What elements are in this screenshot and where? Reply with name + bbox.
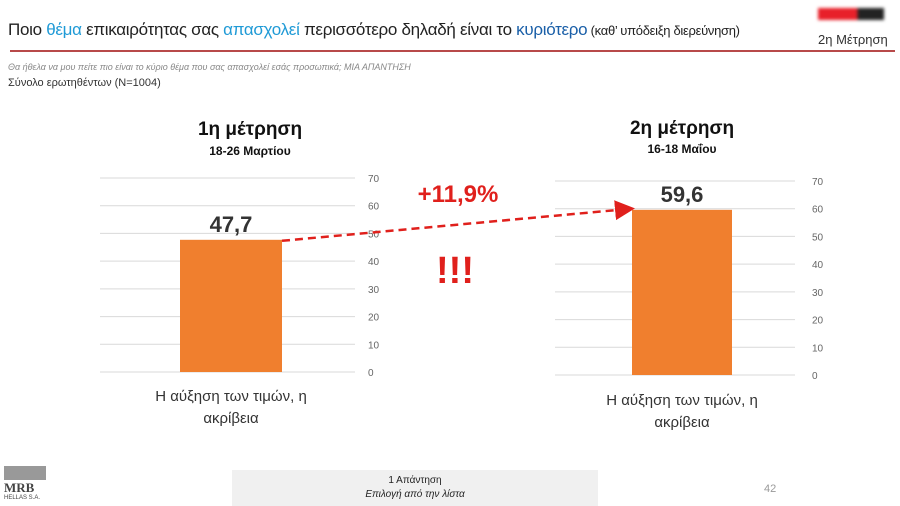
y-tick-label: 0 (812, 371, 818, 382)
y-tick-label: 10 (368, 340, 380, 351)
value-label: 59,6 (661, 182, 704, 207)
title-divider (10, 50, 895, 52)
y-tick-label: 50 (368, 229, 380, 240)
brand-logo (818, 8, 884, 20)
y-tick-label: 60 (812, 205, 824, 216)
y-tick-label: 10 (812, 343, 824, 354)
change-arrow (281, 200, 635, 243)
y-tick-label: 70 (368, 174, 380, 185)
answer-count: 1 Απάντηση (388, 475, 442, 486)
wave-label: 2η Μέτρηση (818, 32, 888, 47)
exclamation-marks: !!! (436, 250, 474, 292)
y-tick-label: 20 (812, 316, 824, 327)
question-text: Θα ήθελα να μου πείτε πιο είναι το κύριο… (8, 62, 411, 72)
y-tick-label: 40 (368, 257, 380, 268)
y-tick-label: 40 (812, 260, 824, 271)
slide-title: Ποιο θέμα επικαιρότητας σας απασχολεί πε… (8, 20, 740, 39)
y-tick-label: 70 (812, 177, 824, 188)
answer-type-box: 1 Απάντηση Επιλογή από την λίστα (232, 470, 598, 506)
y-tick-label: 30 (812, 288, 824, 299)
category-label: ακρίβεια (654, 414, 710, 431)
y-tick-label: 60 (368, 202, 380, 213)
bar (180, 239, 282, 372)
change-label: +11,9% (418, 181, 499, 208)
category-label: Η αύξηση των τιμών, η (155, 388, 307, 405)
bar (632, 209, 732, 375)
value-label: 47,7 (210, 212, 253, 237)
panel-title: 2η μέτρηση (630, 118, 734, 139)
base-text: Σύνολο ερωτηθέντων (N=1004) (8, 77, 161, 89)
y-tick-label: 20 (368, 313, 380, 324)
category-label: ακρίβεια (203, 410, 259, 427)
answer-method: Επιλογή από την λίστα (365, 489, 465, 500)
panel-subtitle: 18-26 Μαρτίου (209, 144, 291, 158)
y-tick-label: 0 (368, 368, 374, 379)
panel-title: 1η μέτρηση (198, 119, 302, 140)
page-number: 42 (764, 483, 777, 495)
y-tick-label: 30 (368, 285, 380, 296)
y-tick-label: 50 (812, 232, 824, 243)
panel-subtitle: 16-18 Μαΐου (647, 142, 716, 156)
category-label: Η αύξηση των τιμών, η (606, 392, 758, 409)
mrb-logo: MRB HELLAS S.A. (4, 466, 46, 501)
